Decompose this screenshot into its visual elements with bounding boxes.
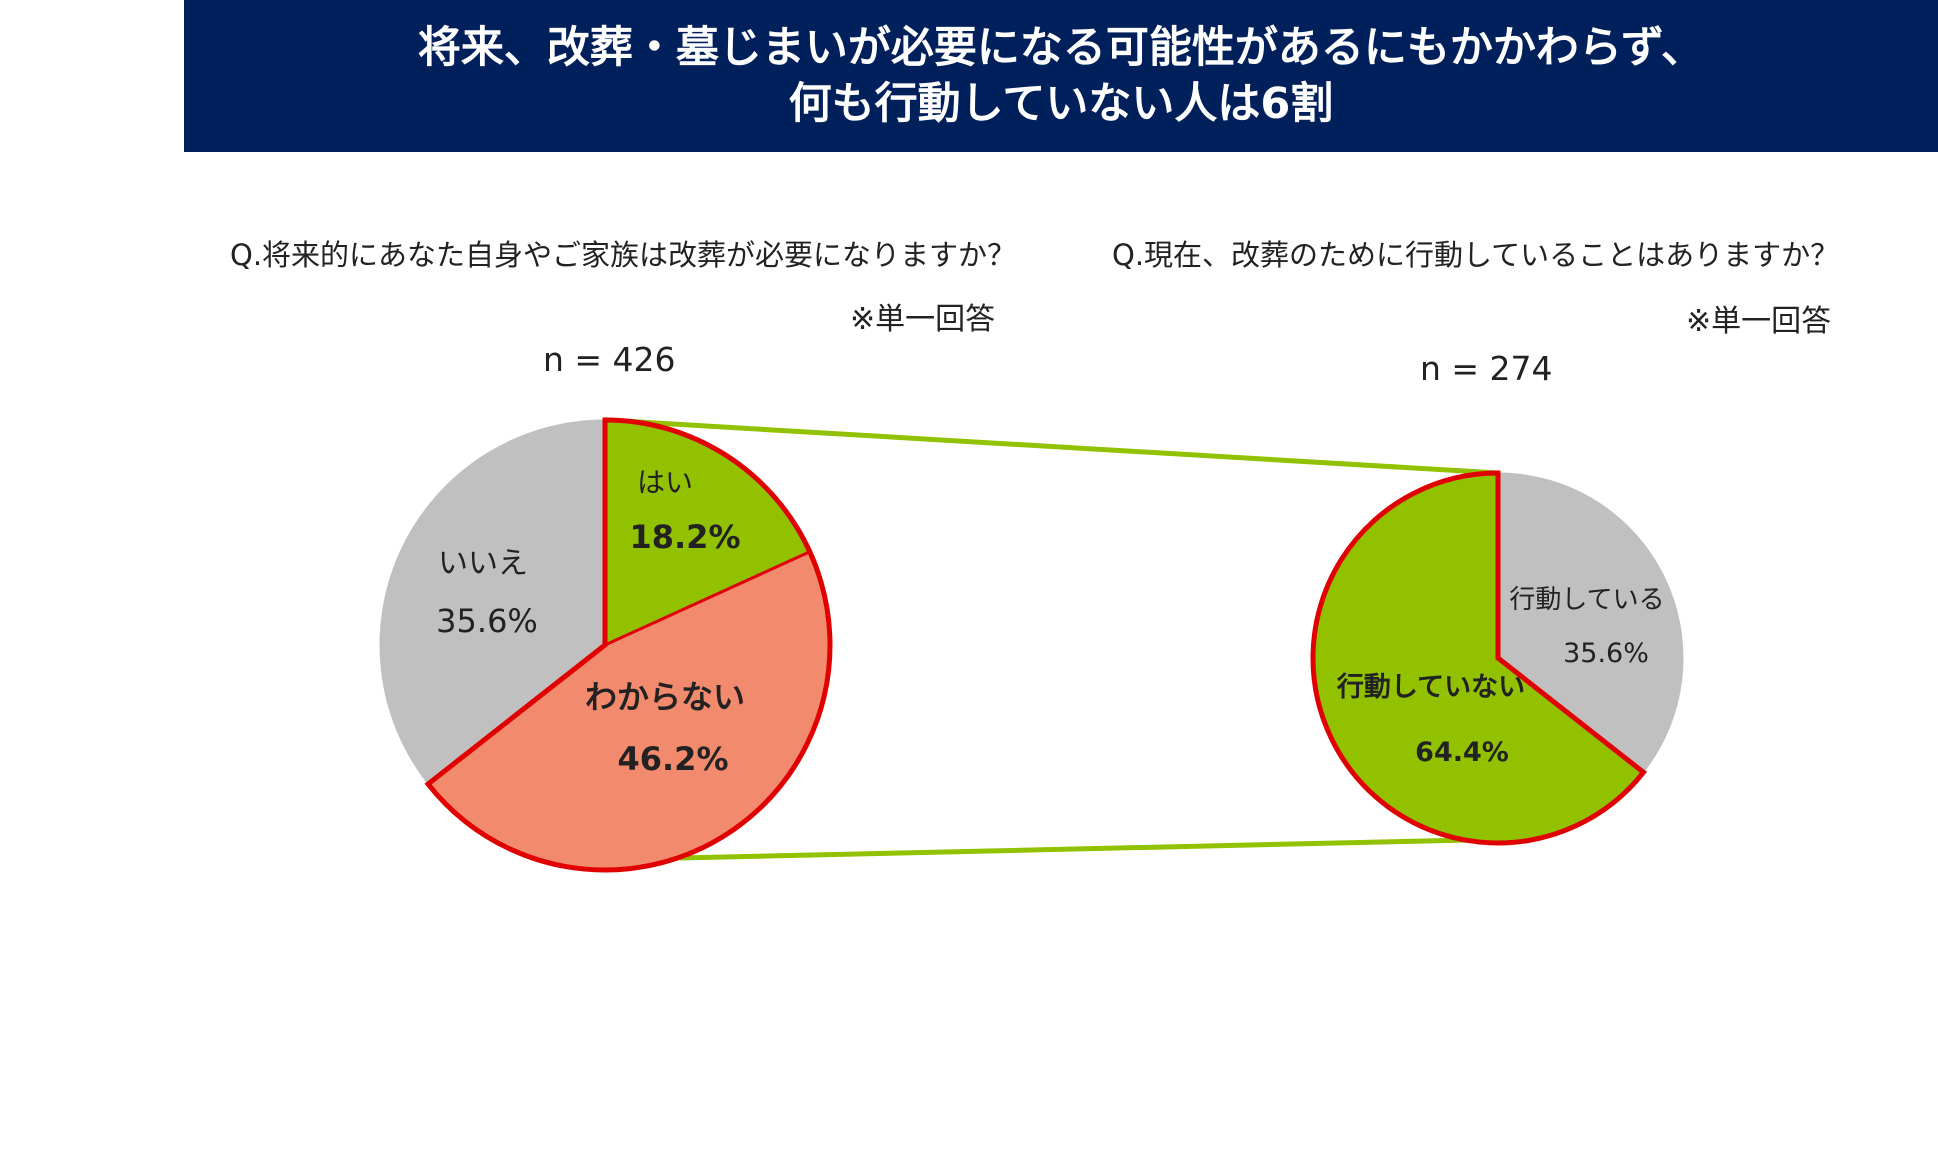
pie2-value-1: 35.6% [1563, 638, 1649, 669]
pie2-label-2: 行動していない [1336, 671, 1525, 703]
pie2-slice-1 [1497, 472, 1684, 774]
connector-line-top [604, 417, 1499, 476]
pie1-value-2: 46.2% [617, 740, 728, 778]
pie1-value-3: 35.6% [436, 602, 538, 640]
pie1-label-3: いいえ [438, 546, 528, 581]
left-question: Q.将来的にあなた自身やご家族は改葬が必要になりますか？ [230, 238, 1017, 272]
title-banner: 将来、改葬・墓じまいが必要になる可能性があるにもかかわらず、 何も行動していない… [184, 0, 1938, 152]
pie1-label-1: はい [637, 466, 693, 499]
pie1-highlight-divider [604, 550, 811, 647]
left-note: ※単一回答 [850, 302, 996, 337]
title-line-2: 何も行動していない人は6割 [788, 79, 1334, 129]
left-sample-size: n = 426 [543, 340, 676, 379]
title-line-1: 将来、改葬・墓じまいが必要になる可能性があるにもかかわらず、 [417, 23, 1705, 73]
right-note: ※単一回答 [1686, 304, 1832, 339]
pie1-highlight-outline [424, 417, 833, 873]
pie1-value-1: 18.2% [629, 518, 740, 556]
connector-line-bottom [679, 837, 1471, 861]
pie2-value-2: 64.4% [1415, 737, 1509, 768]
pie1-slice-3 [379, 419, 606, 785]
pie2-highlight-outline [1310, 470, 1647, 846]
pie2-label-1: 行動している [1509, 585, 1664, 615]
right-question: Q.現在、改葬のために行動していることはありますか？ [1112, 238, 1840, 272]
right-sample-size: n = 274 [1420, 349, 1553, 388]
pie1-label-2: わからない [585, 678, 745, 716]
